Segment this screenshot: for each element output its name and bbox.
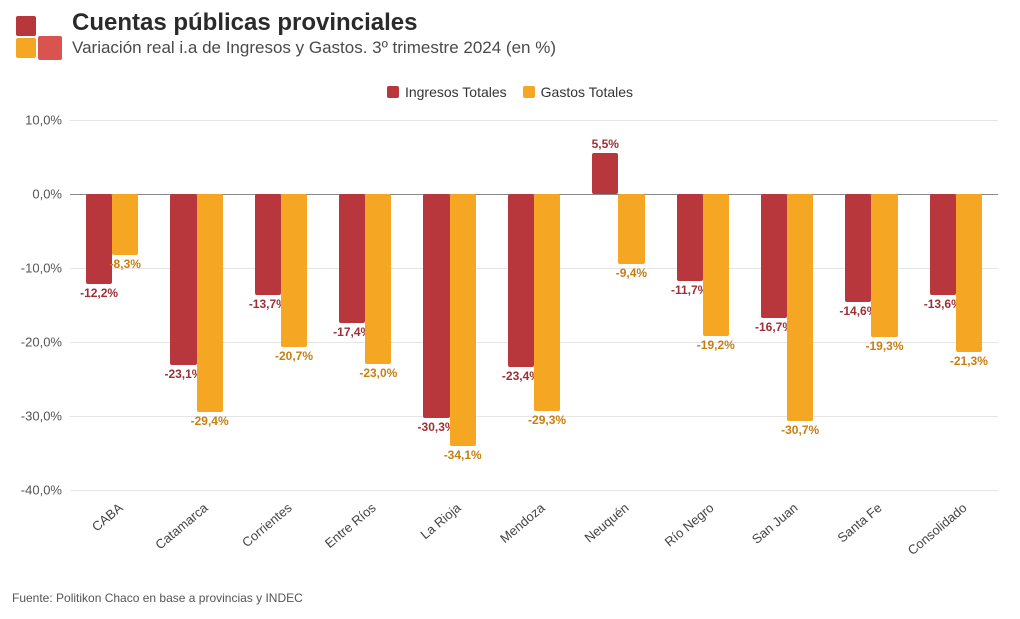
bar (618, 194, 644, 264)
bar (845, 194, 871, 302)
bar (956, 194, 982, 352)
legend-label: Ingresos Totales (405, 84, 507, 100)
bar-value-label: -8,3% (103, 257, 147, 271)
bar-value-label: -19,3% (863, 339, 907, 353)
x-axis-tick-label: Santa Fe (835, 500, 885, 545)
bar (281, 194, 307, 347)
bar-value-label: -21,3% (947, 354, 991, 368)
bar-value-label: -20,7% (272, 349, 316, 363)
bar (930, 194, 956, 295)
chart-legend: Ingresos Totales Gastos Totales (0, 84, 1020, 101)
bar-value-label: -12,2% (77, 286, 121, 300)
bar (761, 194, 787, 318)
x-axis-tick-label: La Rioja (417, 500, 463, 542)
y-axis-tick-label: -20,0% (8, 335, 62, 350)
x-axis-tick-label: Consolidado (904, 500, 969, 558)
x-axis-tick-label: CABA (89, 500, 126, 534)
chart-plot-area: -40,0%-30,0%-20,0%-10,0%0,0%10,0%-12,2%-… (70, 120, 998, 490)
chart-source: Fuente: Politikon Chaco en base a provin… (12, 591, 303, 605)
bar-value-label: -29,3% (525, 413, 569, 427)
legend-label: Gastos Totales (541, 84, 633, 100)
y-axis-tick-label: 10,0% (8, 113, 62, 128)
bar (170, 194, 196, 365)
bar (197, 194, 223, 412)
bar-value-label: -9,4% (609, 266, 653, 280)
bar-value-label: 5,5% (583, 137, 627, 151)
bar (423, 194, 449, 418)
chart-subtitle: Variación real i.a de Ingresos y Gastos.… (72, 38, 556, 58)
bar-value-label: -34,1% (441, 448, 485, 462)
legend-item: Gastos Totales (523, 84, 633, 100)
y-axis-tick-label: -40,0% (8, 483, 62, 498)
bar (592, 153, 618, 194)
bar-value-label: -19,2% (694, 338, 738, 352)
y-axis-tick-label: -30,0% (8, 409, 62, 424)
gridline (70, 120, 998, 121)
bar (450, 194, 476, 446)
chart-header: Cuentas públicas provinciales Variación … (12, 10, 556, 62)
legend-swatch-icon (523, 86, 535, 98)
x-axis-tick-label: Neuquén (582, 500, 632, 545)
bar (339, 194, 365, 323)
x-axis-tick-label: Entre Ríos (322, 500, 379, 551)
bar (677, 194, 703, 281)
legend-swatch-icon (387, 86, 399, 98)
bar (508, 194, 534, 367)
x-axis-tick-label: Mendoza (497, 500, 548, 546)
x-axis-tick-label: Catamarca (152, 500, 210, 552)
legend-item: Ingresos Totales (387, 84, 507, 100)
y-axis-tick-label: -10,0% (8, 261, 62, 276)
bar (787, 194, 813, 421)
x-axis-tick-label: Corrientes (239, 500, 295, 550)
bar-value-label: -23,0% (356, 366, 400, 380)
brand-logo-icon (12, 14, 60, 62)
bar (365, 194, 391, 364)
chart-title: Cuentas públicas provinciales (72, 10, 556, 36)
bar (112, 194, 138, 255)
bar (534, 194, 560, 411)
bar (703, 194, 729, 336)
y-axis-tick-label: 0,0% (8, 187, 62, 202)
bar (871, 194, 897, 337)
bar-value-label: -30,7% (778, 423, 822, 437)
gridline (70, 490, 998, 491)
bar-value-label: -29,4% (188, 414, 232, 428)
x-axis-tick-label: Río Negro (661, 500, 716, 550)
x-axis-tick-label: San Juan (749, 500, 801, 547)
bar (255, 194, 281, 295)
